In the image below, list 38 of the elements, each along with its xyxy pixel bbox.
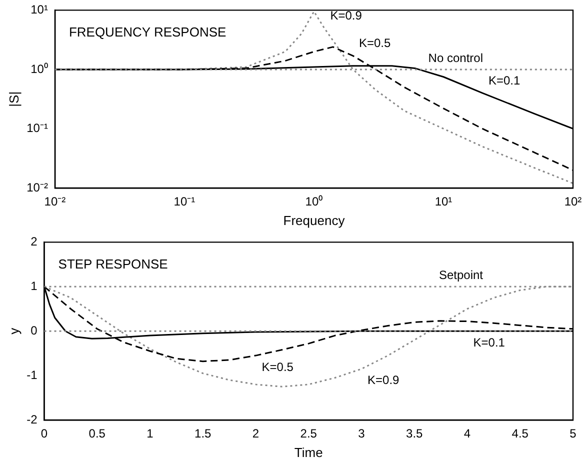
annotation: K=0.9: [368, 373, 400, 388]
ref-line-label: No control: [428, 50, 483, 65]
x-tick-label: 2: [252, 426, 260, 441]
x-tick-label: 10⁻¹: [174, 194, 196, 209]
y-axis-title: |S|: [6, 91, 22, 107]
y-axis-title: y: [6, 327, 22, 334]
x-tick-label: 10⁰: [305, 194, 323, 209]
x-tick-label: 10⁻²: [44, 194, 66, 209]
annotation: K=0.5: [358, 36, 391, 50]
annotation: K=0.1: [473, 335, 506, 350]
y-tick-label: 2: [30, 234, 38, 249]
y-tick-label: 10⁻²: [26, 180, 48, 194]
x-tick-label: 1: [146, 426, 154, 441]
y-tick-label: 0: [30, 323, 38, 338]
text: STEP RESPONSE: [58, 256, 168, 272]
y-tick-label: 10⁻¹: [26, 121, 48, 136]
x-tick-label: 4: [464, 426, 471, 441]
y-tick-label: -2: [26, 412, 38, 426]
annotation: K=0.9: [330, 8, 362, 22]
x-tick-label: 3.5: [406, 426, 424, 441]
y-tick-label: 10¹: [30, 2, 48, 17]
y-tick-label: -1: [26, 368, 38, 382]
ref-line-label: Setpoint: [438, 268, 484, 282]
x-tick-label: 5: [570, 426, 577, 441]
text: FREQUENCY RESPONSE: [68, 24, 227, 40]
x-tick-label: 10²: [564, 194, 582, 209]
x-tick-label: 4.5: [512, 426, 529, 441]
annotation: K=0.5: [262, 360, 294, 374]
x-tick-label: 2.5: [300, 426, 318, 441]
x-axis-title: Time: [294, 444, 323, 460]
x-tick-label: 0.5: [88, 426, 106, 441]
x-tick-label: 1.5: [194, 426, 212, 441]
x-tick-label: 10¹: [434, 194, 452, 209]
annotation: K=0.1: [488, 73, 520, 88]
x-tick-label: 3: [358, 426, 366, 441]
y-tick-label: 1: [30, 278, 38, 293]
y-tick-label: 10⁰: [30, 62, 48, 76]
x-axis-title: Frequency: [283, 212, 346, 228]
